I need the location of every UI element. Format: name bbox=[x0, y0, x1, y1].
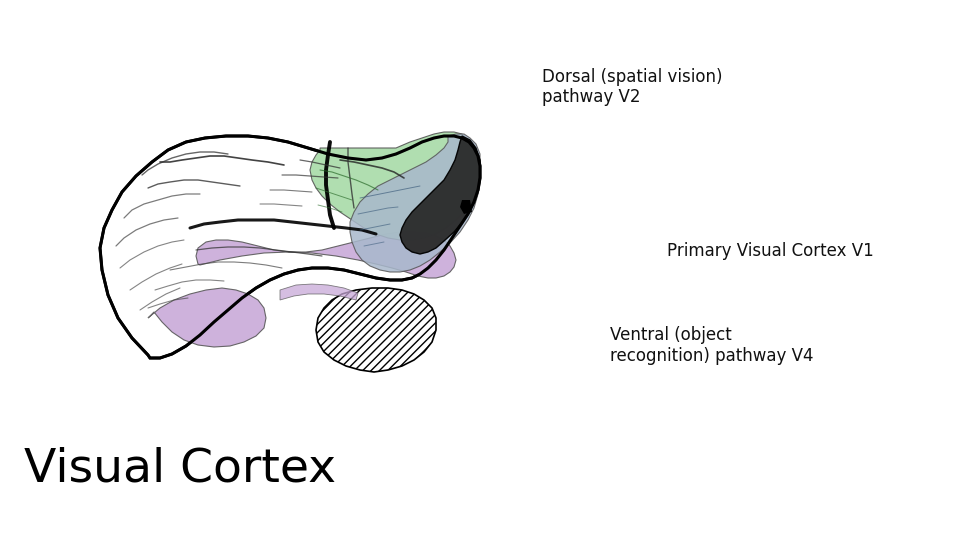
Polygon shape bbox=[148, 288, 266, 347]
Polygon shape bbox=[196, 232, 456, 278]
Text: Visual Cortex: Visual Cortex bbox=[24, 447, 336, 491]
Polygon shape bbox=[460, 200, 472, 214]
Polygon shape bbox=[280, 284, 358, 300]
Text: Primary Visual Cortex V1: Primary Visual Cortex V1 bbox=[667, 242, 874, 260]
Text: Dorsal (spatial vision)
pathway V2: Dorsal (spatial vision) pathway V2 bbox=[542, 68, 723, 106]
Polygon shape bbox=[350, 134, 480, 272]
Polygon shape bbox=[316, 288, 436, 372]
Polygon shape bbox=[400, 136, 480, 254]
Polygon shape bbox=[310, 132, 480, 240]
Text: Ventral (object
recognition) pathway V4: Ventral (object recognition) pathway V4 bbox=[610, 326, 813, 365]
Polygon shape bbox=[100, 136, 480, 358]
